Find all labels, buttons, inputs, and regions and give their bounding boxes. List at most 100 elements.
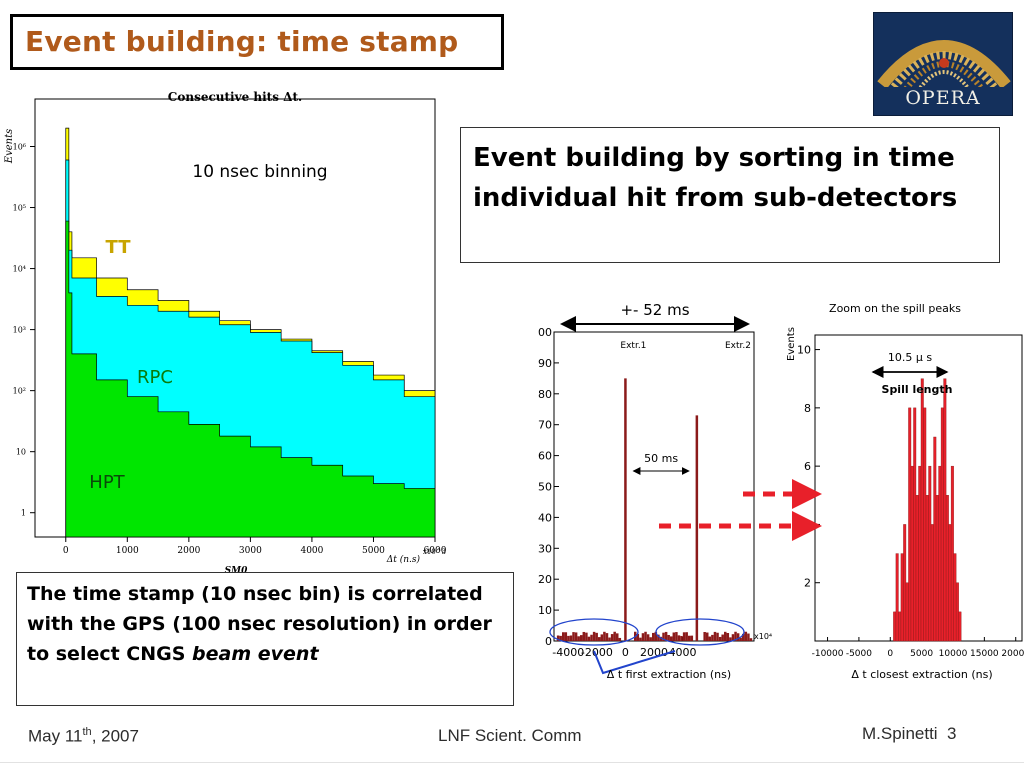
spill-left-background-bar [580,635,583,641]
histogram-x-tick-label: 6000 [424,546,447,556]
footer-date: May 11th, 2007 [28,726,139,747]
spill-left-background-bar [598,637,601,641]
spill-left-background-bar [659,636,663,641]
spill-right-bar [918,465,922,642]
spill-left-background-bar [718,636,722,641]
spill-left-background-bar [616,633,619,641]
spill-right-bar [943,378,947,642]
spill-left-background-bar [639,637,642,641]
spill-right-bar [940,407,944,642]
spill-right-bar [928,465,932,642]
histogram-label-tt: TT [106,237,132,258]
description-text: Event building by sorting in time indivi… [473,143,958,213]
histogram-series-hpt [65,220,436,538]
footer-date-main: May 11 [28,726,83,746]
spill-left-background-bar [572,632,575,641]
spill-left-background-bar [574,632,578,641]
spill-left-background-bar [587,636,591,641]
spill-left-y-tick-label: 70 [538,419,552,432]
spill-right-bar [895,553,899,642]
histogram-label-rpc: RPC [137,367,173,388]
histogram-x-tick-label: 5000 [362,546,385,556]
logo-label: OPERA [905,87,981,109]
spill-left-background-bar [672,632,676,641]
spill-left-background-bar [652,632,655,641]
histogram-y-tick-label: 10⁴ [13,265,26,274]
spill-left-background-bar [744,631,748,641]
spill-right-bar [948,524,952,642]
spill-right-y-tick-label: 8 [804,402,811,415]
spill-left-y-tick-label: 0 [545,635,552,648]
spill-left-frame [553,331,755,642]
spill-left-y-tick-label: 40 [538,511,552,524]
note-text-main: The time stamp (10 nsec bin) is correlat… [27,583,492,665]
spill-right-bar [950,465,954,642]
extraction-2-label: Extr.2 [725,341,751,351]
spill-left-y-tick-label: 50 [538,481,552,494]
background-ellipse-right [655,618,745,646]
spill-right-bar [955,582,959,642]
spill-left-y-tick-label: 60 [538,450,552,463]
spill-right-bar [930,524,934,642]
spill-right-bar [923,407,927,642]
spill-right-bar [925,495,929,642]
footer-event: LNF Scient. Comm [438,726,582,745]
spill-left-background-bar [608,637,611,641]
footer-page-number: 3 [947,724,957,743]
spill-span-caption: Spill length [882,383,953,396]
spill-left-background-bar [664,631,668,641]
spill-left-background-bar [646,634,650,641]
spill-left-background-bar [685,632,688,641]
spill-left-background-bar [742,633,745,641]
spill-right-bar [898,611,902,642]
spill-left-background-bar [618,637,622,641]
histogram-label-hpt: HPT [89,472,125,493]
spill-left-x-tick-label: -2000 [581,646,613,659]
spill-left-x-tick-label: 4000 [669,646,697,659]
spill-right-bar [933,436,937,642]
spill-left-background-bar [595,632,598,641]
spill-right-x-tick-label: -10000 [812,649,844,659]
spill-timing-plots: 0102030405060708090100-4000-200002000400… [537,299,1024,684]
spill-right-bar [953,553,957,642]
spill-right-title: Zoom on the spill peaks [829,302,961,315]
spill-right-x-tick-label: -5000 [846,649,872,659]
spill-left-background-bar [603,631,606,641]
spill-left-background-bar [736,633,740,641]
spill-left-background-bar [654,631,658,641]
spill-left-background-bar [688,635,691,641]
histogram-annotation: 10 nsec binning [192,162,327,182]
slide-title: Event building: time stamp [25,25,459,58]
histogram-y-label: Events [4,129,15,164]
spill-left-background-bar [711,634,714,641]
spill-left-background-bar [567,635,570,641]
spill-left-y-tick-label: 80 [538,388,552,401]
spill-left-background-bar [641,633,645,641]
spill-left-y-tick-label: 90 [538,357,552,370]
footer-divider [0,762,1024,763]
spill-left-background-bar [556,635,560,641]
spill-left-y-tick-label: 100 [537,326,552,339]
spill-left-background-bar [636,633,640,641]
spill-left-background-bar [726,633,730,641]
spill-left-background-bar [582,631,586,641]
spill-right-x-label: Δ t closest extraction (ns) [851,668,992,681]
spill-right-x-tick-label: 15000 [970,649,999,659]
description-box: Event building by sorting in time indivi… [460,127,1000,263]
spill-left-background-bar [690,635,694,641]
spill-right-bar [900,553,904,642]
spill-left-background-bar [590,634,593,641]
spill-right-bar [908,407,912,642]
histogram-x-tick-label: 1000 [116,546,139,556]
spill-left-background-bar [706,632,709,641]
note-text: The time stamp (10 nsec bin) is correlat… [27,579,507,669]
spill-right-y-tick-label: 2 [804,577,811,590]
spill-left-background-bar [682,632,686,641]
spill-right-bar [913,407,917,642]
spill-left-x-exponent: x10⁴ [754,632,772,641]
spill-right-bar [915,495,919,642]
spill-left-background-bar [716,632,719,641]
spill-left-background-bar [577,636,580,641]
spill-left-background-bar [649,637,652,641]
spill-span-label: 10.5 μ s [888,351,932,364]
